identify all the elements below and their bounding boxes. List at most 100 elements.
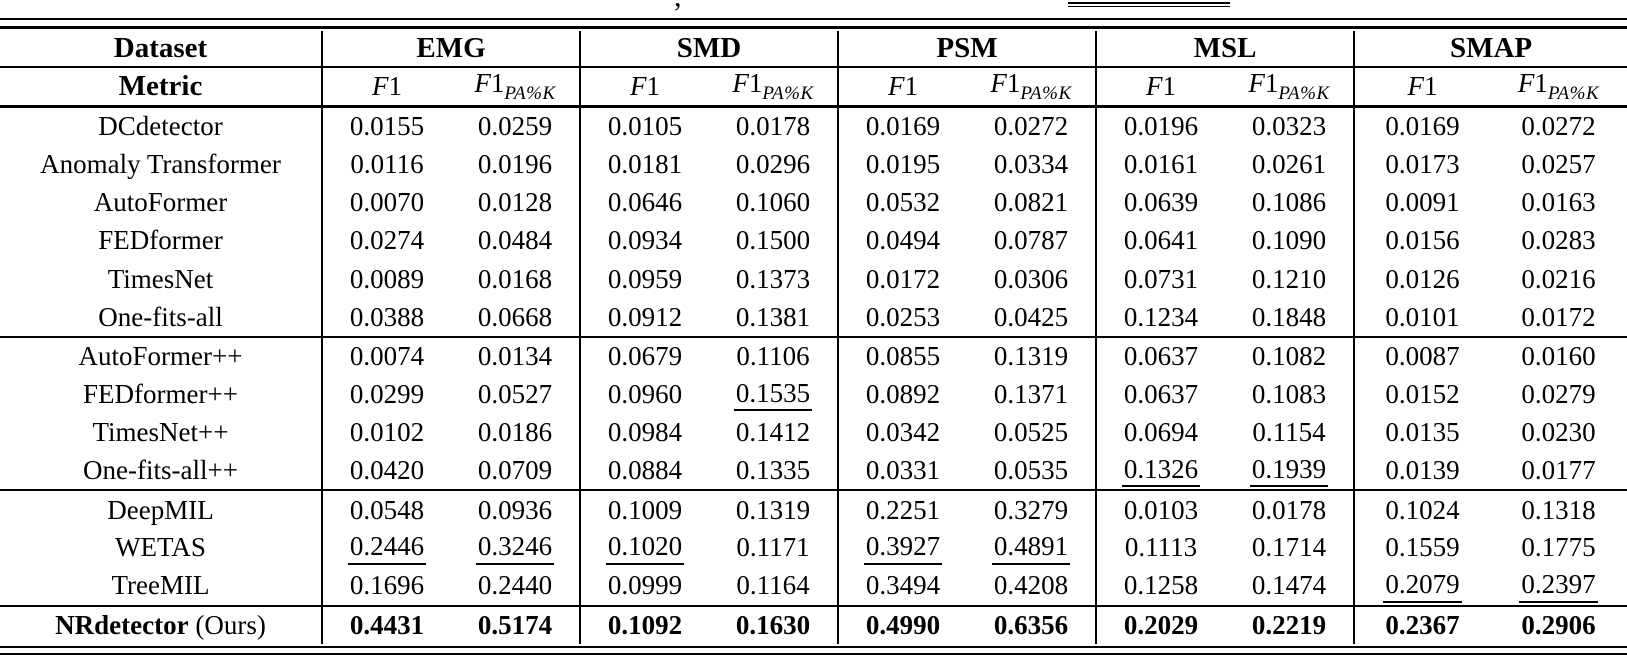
value-cell: 0.0912 (579, 298, 709, 337)
value-cell: 0.0181 (579, 144, 709, 184)
value-cell: 0.1082 (1225, 335, 1355, 376)
value-cell: 0.3279 (967, 489, 1097, 529)
value-cell: 0.0103 (1095, 489, 1226, 529)
value-cell: 0.0139 (1353, 452, 1491, 491)
value-cell: 0.0178 (1225, 489, 1355, 529)
value-cell: 0.0299 (321, 375, 451, 414)
value-cell: 0.1381 (735, 301, 811, 332)
value-cell: 0.3494 (837, 567, 968, 606)
value-cell: 0.0156 (1353, 221, 1491, 261)
value-cell: 0.4431 (321, 604, 451, 644)
value-cell: 0.1318 (1490, 489, 1627, 529)
value-cell: 0.1939 (1225, 452, 1354, 490)
value-cell: 0.1171 (736, 532, 810, 563)
value-cell: 0.0195 (837, 144, 968, 184)
row-label: AutoFormer (93, 186, 228, 217)
value-cell: 0.0089 (321, 260, 451, 299)
value-cell: 0.1848 (1251, 301, 1327, 332)
value-cell: 0.0186 (477, 417, 553, 448)
value-cell: 0.0641 (1095, 221, 1226, 261)
table-row: One-fits-all 0.0388 0.0668 0.0912 0.1381 0.02… (0, 298, 1627, 337)
results-table: Dataset EMG SMD PSM MSL SMAP Metric F1 F… (0, 31, 1627, 644)
row-label: TimesNet++ (92, 417, 229, 448)
value-cell: 0.0637 (1095, 375, 1226, 414)
value-cell: 0.0177 (1521, 455, 1596, 486)
row-label: Anomaly Transformer (40, 148, 281, 179)
value-cell: 0.2440 (477, 570, 553, 601)
value-cell: 0.0694 (1095, 413, 1226, 453)
metric-f1-header: F1 (321, 67, 451, 108)
row-label: One-fits-all++ (83, 455, 238, 486)
value-cell: 0.1083 (1251, 378, 1327, 409)
value-cell: 0.0960 (579, 375, 709, 414)
value-cell: 0.1060 (735, 186, 811, 217)
value-cell: 0.0420 (321, 452, 451, 491)
value-cell: 0.0306 (993, 263, 1069, 294)
row-label: AutoFormer++ (0, 335, 322, 376)
value-cell: 0.1535 (709, 375, 838, 413)
value-cell: 0.1373 (735, 263, 811, 294)
value-cell: 0.0196 (477, 148, 553, 179)
table-row: FEDformer 0.0274 0.0484 0.0934 0.1500 0.0494 0… (0, 221, 1627, 261)
table-top-rule (0, 18, 1627, 20)
value-cell: 0.0668 (477, 301, 553, 332)
table-bottom-rule (0, 646, 1627, 648)
value-cell: 0.1258 (1095, 567, 1226, 606)
table-row: DCdetector 0.0155 0.0259 0.0105 0.0178 0.0169… (0, 106, 1627, 145)
value-cell: 0.4891 (967, 529, 1096, 567)
value-cell: 0.2251 (837, 489, 968, 529)
value-cell: 0.0152 (1353, 375, 1491, 414)
table-row: TreeMIL 0.1696 0.2440 0.0999 0.1164 0.3494 0.4… (0, 567, 1627, 606)
value-cell: 0.1210 (1251, 263, 1327, 294)
metric-f1-header: F1 (1095, 67, 1226, 108)
dataset-header-row: Dataset EMG SMD PSM MSL SMAP (0, 31, 1627, 68)
value-cell: 0.0637 (1095, 335, 1226, 376)
value-cell: 0.1234 (1095, 298, 1226, 337)
row-label: WETAS (115, 532, 206, 563)
metric-header-row: Metric F1 F1PA%K F1 F1PA%K F1 F1PA%K F1 … (0, 67, 1627, 108)
value-cell: 0.0070 (321, 183, 451, 222)
value-cell: 0.0261 (1251, 148, 1327, 179)
table-row: NRdetector (Ours) 0.4431 0.5174 0.1092 0.163… (0, 604, 1627, 644)
table-row: AutoFormer++ 0.0074 0.0134 0.0679 0.1106 0.08… (0, 335, 1627, 376)
value-cell: 0.0855 (837, 335, 968, 376)
value-cell: 0.0494 (837, 221, 968, 261)
value-cell: 0.1412 (735, 417, 811, 448)
value-cell: 0.0296 (735, 148, 811, 179)
value-cell: 0.3246 (451, 529, 580, 567)
table-row: TimesNet 0.0089 0.0168 0.0959 0.1373 0.0172 0.… (0, 260, 1627, 299)
value-cell: 0.0272 (993, 110, 1069, 141)
table-row: FEDformer++ 0.0299 0.0527 0.0960 0.1535 0.089… (0, 375, 1627, 414)
value-cell: 0.0892 (837, 375, 968, 414)
value-cell: 0.1714 (1251, 532, 1327, 563)
value-cell: 0.0984 (579, 413, 709, 453)
value-cell: 0.0091 (1353, 183, 1491, 222)
value-cell: 0.0196 (1095, 106, 1226, 145)
value-cell: 0.0388 (321, 298, 451, 337)
value-cell: 0.1090 (1251, 225, 1327, 256)
table-row: AutoFormer 0.0070 0.0128 0.0646 0.1060 0.0532… (0, 183, 1627, 222)
value-cell: 0.0274 (321, 221, 451, 261)
row-label: One-fits-all (98, 301, 223, 332)
caption-fragment: , (0, 0, 1627, 14)
value-cell: 0.0535 (993, 455, 1069, 486)
value-cell: 0.0172 (1521, 301, 1596, 332)
value-cell: 0.0101 (1353, 298, 1491, 337)
table-row: WETAS 0.2446 0.3246 0.1020 0.1171 0.3927 0.489… (0, 528, 1627, 568)
value-cell: 0.0087 (1353, 335, 1491, 376)
group-header-msl: MSL (1095, 31, 1355, 68)
value-cell: 0.0163 (1521, 186, 1596, 217)
row-label: TreeMIL (111, 570, 210, 601)
value-cell: 0.0134 (451, 335, 580, 376)
group-header-emg: EMG (321, 31, 580, 68)
value-cell: 0.0155 (321, 106, 451, 145)
value-cell: 0.0178 (735, 110, 811, 141)
value-cell: 0.0484 (477, 225, 553, 256)
value-cell: 0.0168 (477, 263, 553, 294)
value-cell: 0.0342 (837, 413, 968, 453)
group-header-smd: SMD (578, 31, 839, 68)
value-cell: 0.4208 (993, 570, 1069, 601)
value-cell: 0.0787 (993, 225, 1069, 256)
value-cell: 0.1500 (735, 225, 811, 256)
value-cell: 0.0105 (579, 106, 709, 145)
